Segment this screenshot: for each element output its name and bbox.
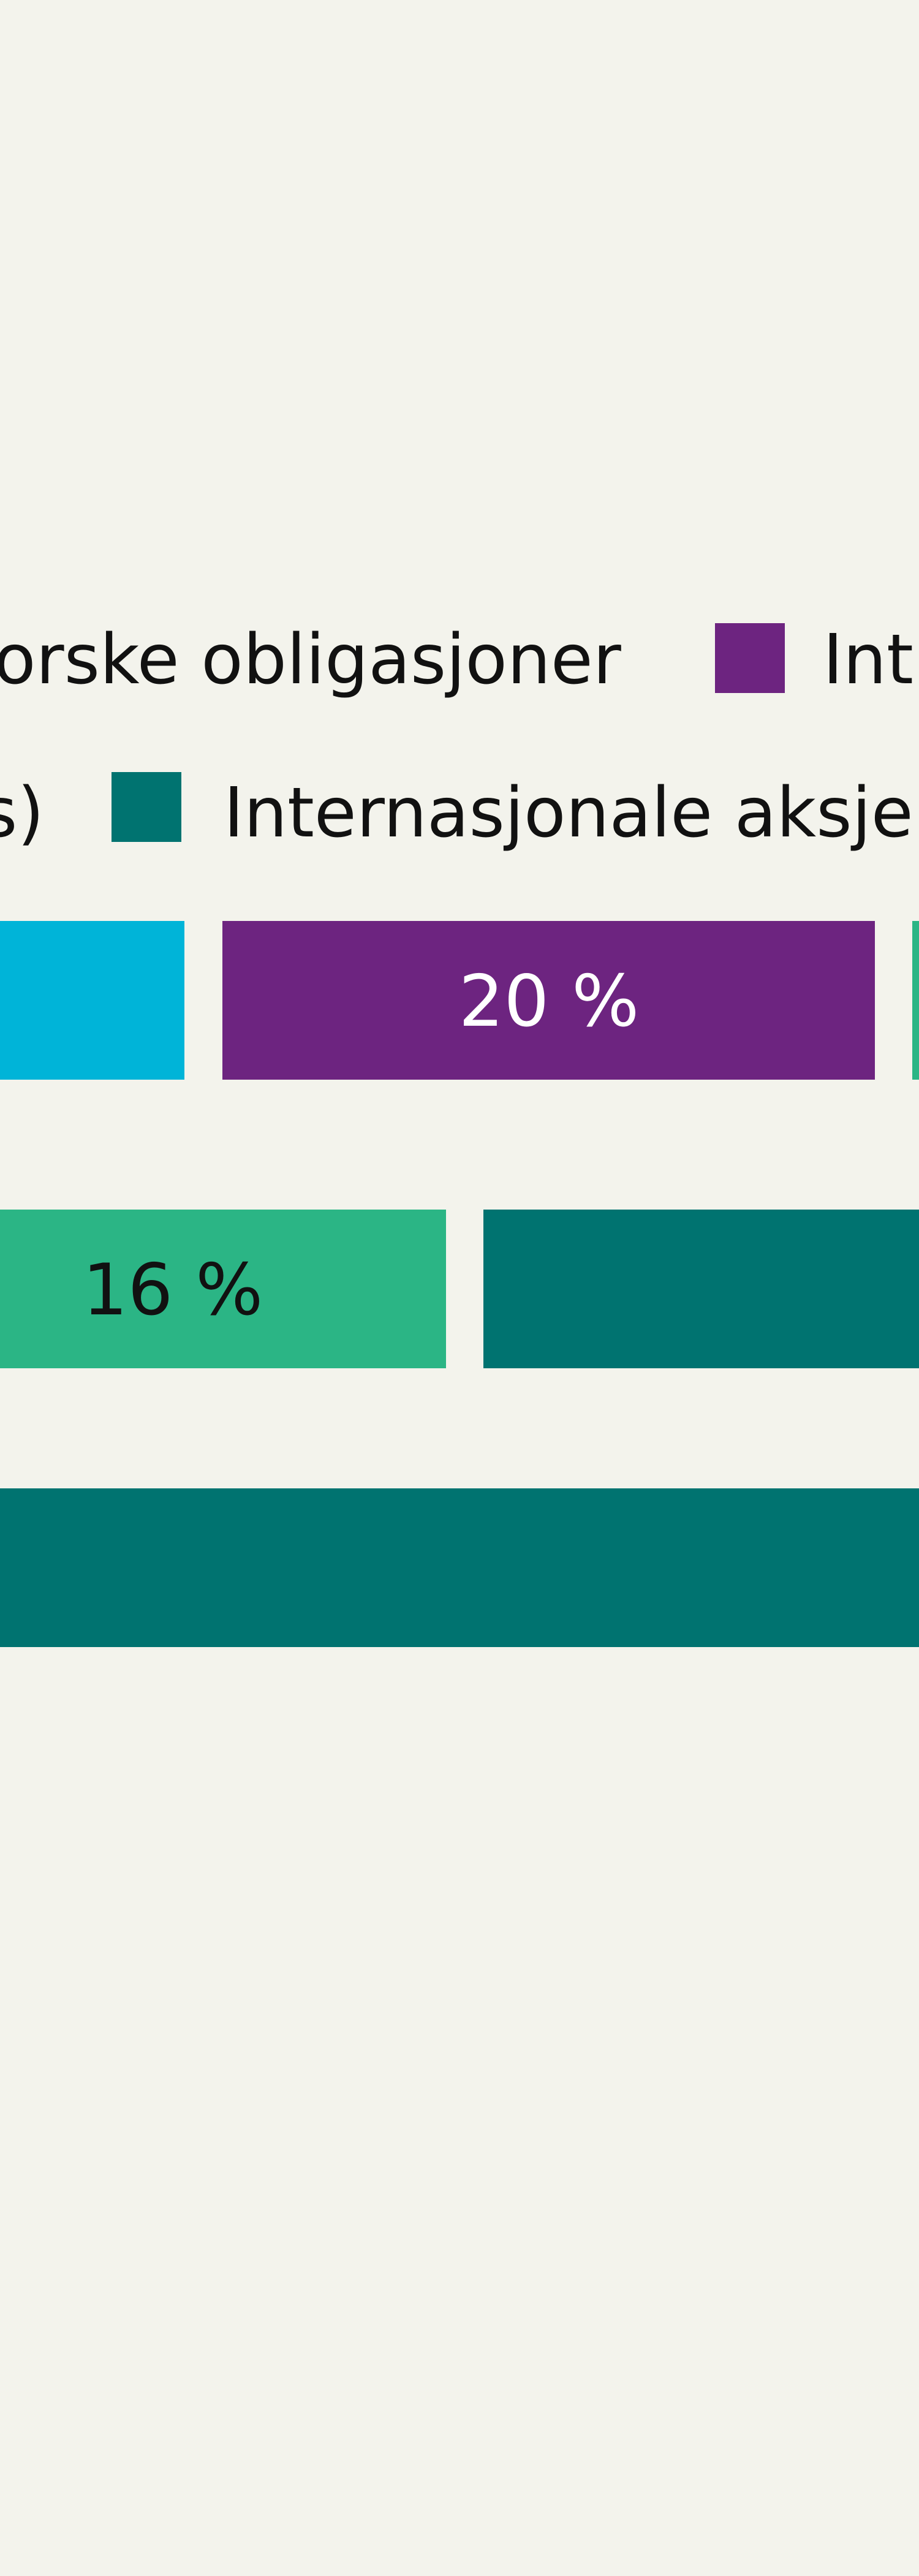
bar-row-2-green-segment bbox=[0, 1210, 446, 1368]
bar-row-3-international-equities bbox=[0, 1488, 919, 1647]
bar-row-1-domestic-bonds bbox=[0, 921, 184, 1080]
bar-row-2-international-equities bbox=[483, 1210, 919, 1368]
legend-marker-international-equities bbox=[112, 772, 181, 842]
legend-label-international-equities: Internasjonale aksje bbox=[224, 773, 913, 853]
legend-label-international-bonds: Int bbox=[823, 620, 913, 700]
bar-group: 20 % 16 % bbox=[0, 921, 919, 1647]
legend-marker-international-bonds bbox=[715, 623, 785, 693]
bar-row-1-green-segment bbox=[912, 921, 919, 1080]
bar-row-2-green-label: 16 % bbox=[83, 1249, 263, 1332]
bar-row-1-international-bonds-label: 20 % bbox=[459, 960, 640, 1043]
legend-label-partial: s) bbox=[0, 773, 44, 853]
bar-row-1-international-bonds bbox=[222, 921, 875, 1080]
chart-legend: orske obligasjoner Int s) Internasjonale… bbox=[0, 620, 913, 853]
legend-label-domestic-bonds: orske obligasjoner bbox=[0, 620, 622, 700]
